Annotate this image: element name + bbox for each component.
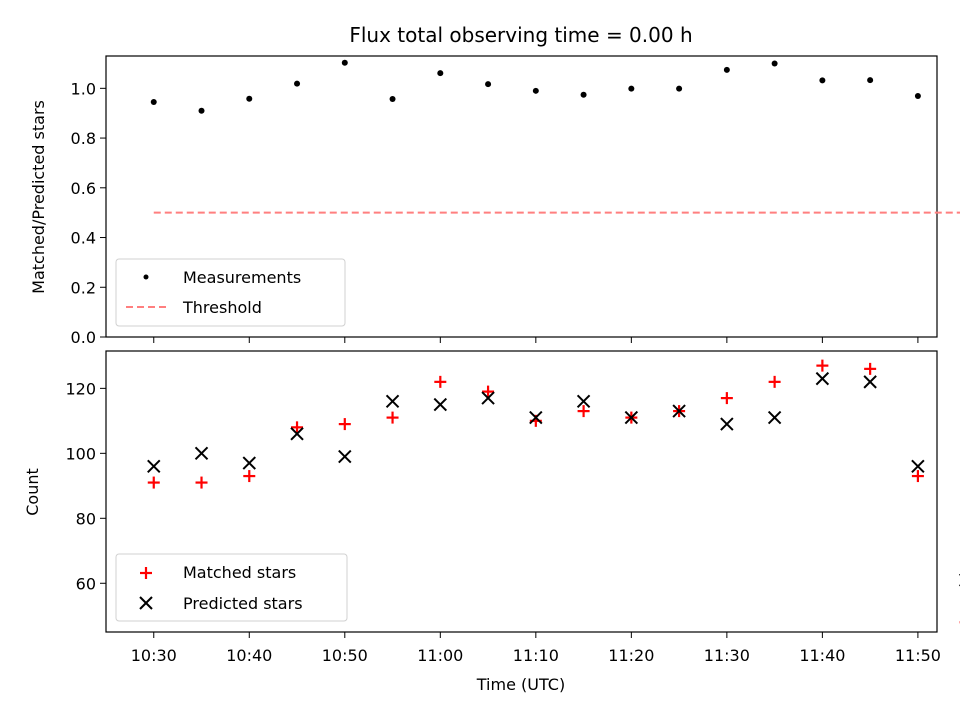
y-tick-label: 1.0	[71, 79, 96, 98]
count-panel-frame	[105, 350, 938, 633]
matched-stars-point	[577, 405, 590, 418]
measurement-point	[198, 107, 205, 114]
measurement-point	[532, 87, 539, 94]
measurement-point	[485, 81, 492, 88]
x-tick-label: 11:00	[417, 646, 463, 665]
matched-stars-point	[195, 476, 208, 489]
ratio-panel: 0.0 0.2 0.4 0.6 0.8 1.0 Matched/Predicted sta…	[29, 55, 960, 347]
y-tick-label: 100	[65, 444, 96, 463]
x-tick-label: 11:50	[895, 646, 941, 665]
predicted-stars-point	[767, 410, 782, 425]
matched-stars-point	[386, 411, 399, 424]
matched-stars-point	[338, 418, 351, 431]
measurement-point	[246, 95, 253, 102]
predicted-stars-point	[481, 391, 495, 405]
ratio-y-axis-label: Matched/Predicted stars	[29, 100, 48, 294]
matched-stars-point	[768, 375, 781, 388]
measurement-point	[437, 70, 444, 77]
y-tick-label: 60	[76, 574, 96, 593]
ratio-legend: Measurements Threshold	[115, 258, 346, 327]
measurement-point	[628, 85, 635, 92]
ratio-marks	[150, 59, 960, 214]
matched-stars-point	[434, 375, 447, 388]
count-legend-box	[115, 553, 348, 622]
legend-predicted-label: Predicted stars	[183, 594, 303, 613]
matched-stars-point	[816, 359, 829, 372]
legend-measurements-marker	[143, 274, 149, 280]
count-y-ticks: 60 80 100 120	[65, 379, 106, 593]
predicted-stars-point	[242, 456, 256, 470]
measurement-point	[294, 80, 301, 87]
y-tick-label: 120	[65, 379, 96, 398]
measurement-point	[676, 85, 683, 92]
legend-matched-label: Matched stars	[183, 563, 296, 582]
y-tick-label: 0.0	[71, 328, 96, 347]
measurement-point	[914, 93, 921, 100]
count-marks	[147, 359, 960, 624]
chart-title: Flux total observing time = 0.00 h	[349, 23, 692, 47]
y-tick-label: 80	[76, 509, 96, 528]
x-axis-label: Time (UTC)	[476, 675, 565, 694]
legend-matched-marker	[140, 567, 152, 579]
ratio-panel-frame	[105, 55, 938, 338]
measurement-point	[389, 96, 396, 103]
matched-stars-point	[243, 470, 256, 483]
x-tick-label: 10:50	[322, 646, 368, 665]
y-tick-label: 0.6	[71, 179, 96, 198]
legend-threshold-label: Threshold	[182, 298, 262, 317]
measurement-point	[341, 59, 348, 66]
matched-stars-point	[911, 470, 924, 483]
predicted-stars-point	[194, 446, 209, 461]
count-x-ticks: 10:30 10:40 10:50 11:00 11:10 11:20 11:30 11:40…	[131, 632, 941, 665]
matched-stars-point	[482, 385, 495, 398]
predicted-stars-point	[672, 404, 686, 418]
matched-stars-point	[864, 362, 877, 375]
measurement-point	[723, 66, 730, 73]
measurement-point	[819, 77, 826, 84]
measurement-point	[771, 60, 778, 67]
predicted-stars-point	[338, 449, 352, 464]
measurement-point	[580, 91, 587, 98]
x-tick-label: 10:30	[131, 646, 177, 665]
predicted-stars-point	[529, 410, 543, 425]
predicted-stars-point	[433, 397, 448, 412]
predicted-stars-point	[385, 394, 400, 409]
x-tick-label: 11:40	[799, 646, 845, 665]
count-legend: Matched stars Predicted stars	[115, 553, 348, 622]
predicted-stars-point	[147, 459, 161, 474]
matched-stars-point	[291, 421, 304, 434]
ratio-y-ticks: 0.0 0.2 0.4 0.6 0.8 1.0	[71, 79, 106, 347]
ratio-legend-box	[115, 258, 346, 327]
count-panel: 60 80 100 120 10:30 10:40 10:50 11:00 11:10 11:2…	[23, 350, 960, 694]
predicted-stars-point	[720, 417, 734, 431]
predicted-stars-point	[624, 410, 639, 425]
predicted-stars-point	[911, 459, 925, 474]
predicted-stars-point	[576, 394, 591, 409]
legend-predicted-marker	[139, 596, 153, 610]
measurement-point	[150, 99, 157, 106]
x-tick-label: 11:20	[608, 646, 654, 665]
legend-measurements-label: Measurements	[183, 268, 301, 287]
measurement-point	[867, 77, 874, 84]
predicted-stars-point	[863, 375, 877, 389]
ratio-x-ticks	[153, 337, 919, 343]
x-tick-label: 11:10	[513, 646, 559, 665]
y-tick-label: 0.4	[71, 229, 96, 248]
matched-stars-point	[720, 392, 733, 405]
x-tick-label: 10:40	[226, 646, 272, 665]
predicted-stars-point	[290, 427, 304, 441]
y-tick-label: 0.8	[71, 129, 96, 148]
count-y-axis-label: Count	[23, 468, 42, 516]
predicted-stars-point	[815, 371, 830, 386]
y-tick-label: 0.2	[71, 278, 96, 297]
x-tick-label: 11:30	[704, 646, 750, 665]
matched-stars-point	[147, 476, 160, 489]
